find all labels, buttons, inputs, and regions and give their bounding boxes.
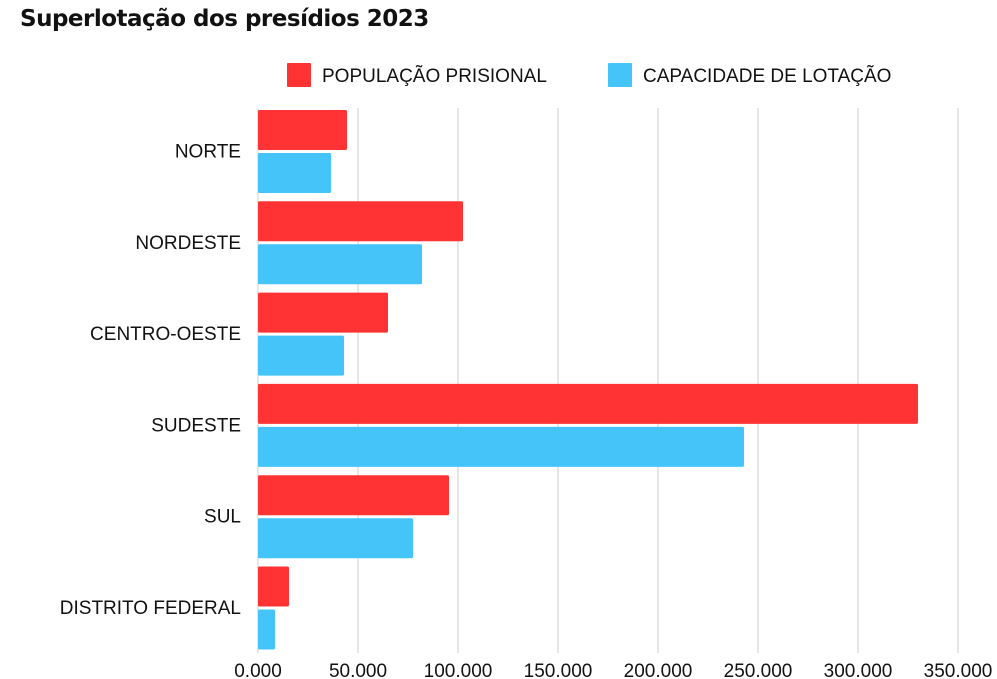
category-label: NORTE [175,142,241,163]
category-label: NORDESTE [135,233,241,254]
bar-populacao [258,110,347,150]
x-tick-label: 0.000 [234,661,282,679]
gridlines [257,108,959,653]
bar-capacidade [258,609,275,650]
x-tick-labels: 0.000 50.000 100.000 150.000 200.000 250.000 3… [234,661,992,679]
bar-capacidade [258,426,744,467]
bar-populacao [258,383,918,424]
x-tick-label: 250.000 [724,661,793,679]
x-tick-label: 200.000 [624,661,693,679]
bar-capacidade [258,244,422,285]
category-label: CENTRO-OESTE [90,324,241,345]
category-label: SUDESTE [151,415,241,436]
x-tick-label: 350.000 [924,661,993,679]
legend-label: CAPACIDADE DE LOTAÇÃO [643,65,891,87]
x-tick-label: 50.000 [329,661,387,679]
legend-swatch [608,63,632,87]
chart-title: Superlotação dos presídios 2023 [20,6,429,32]
category-label: SUL [204,507,241,528]
bar-populacao [258,566,289,607]
bar-populacao [258,292,388,333]
bars [258,110,918,650]
category-labels: NORTE NORDESTE CENTRO-OESTE SUDESTE SUL DISTR… [60,142,241,620]
bar-capacidade [258,518,413,559]
x-tick-label: 300.000 [824,661,893,679]
x-tick-label: 100.000 [424,661,493,679]
legend-swatch [287,63,311,87]
bar-populacao [258,475,449,516]
bar-populacao [258,201,463,242]
bar-capacidade [258,153,331,193]
bar-capacidade [258,335,344,376]
legend: POPULAÇÃO PRISIONAL CAPACIDADE DE LOTAÇÃO [287,63,891,87]
legend-label: POPULAÇÃO PRISIONAL [322,65,547,87]
x-tick-label: 150.000 [524,661,593,679]
category-label: DISTRITO FEDERAL [60,598,241,619]
